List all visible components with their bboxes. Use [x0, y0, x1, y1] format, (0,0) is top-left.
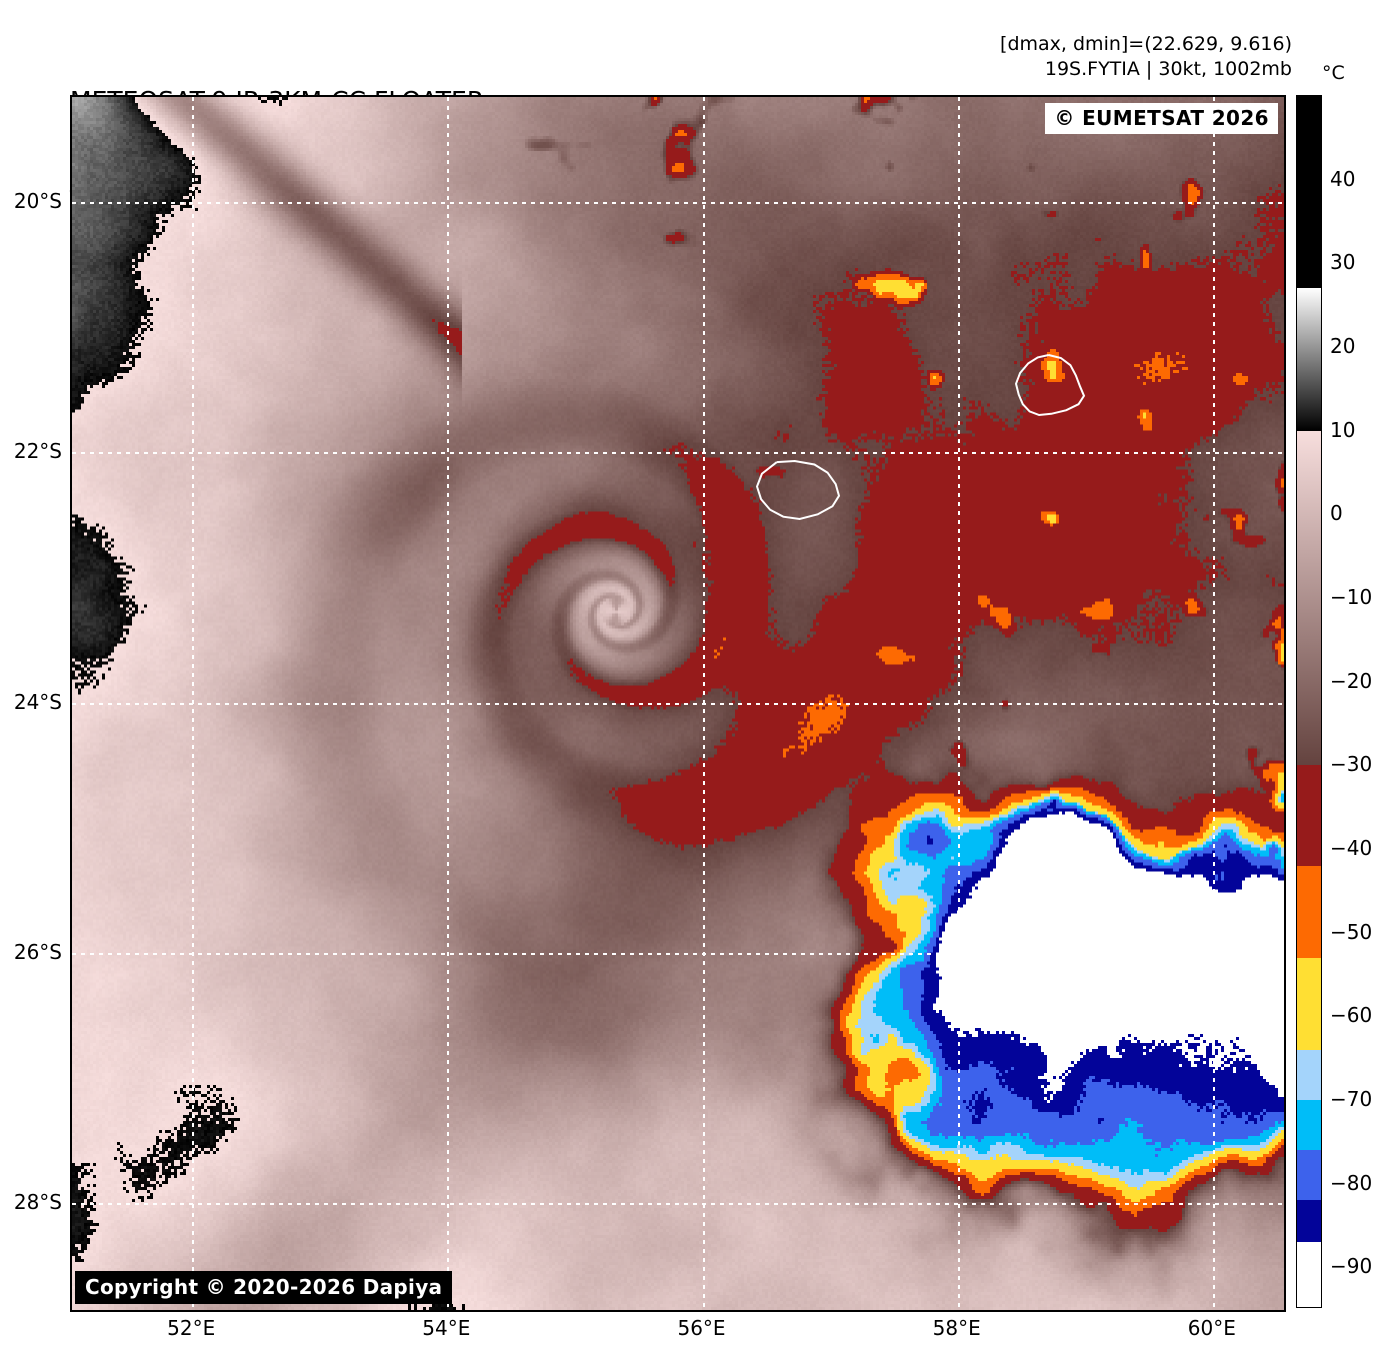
colorbar-segment-yellow	[1297, 957, 1321, 1050]
colorbar-tick-label: −50	[1330, 919, 1373, 944]
plot-inner	[72, 97, 1284, 1310]
header-metadata: [dmax, dmin]=(22.629, 9.616) 19S.FYTIA |…	[832, 32, 1292, 82]
colorbar-tick-label: −60	[1330, 1003, 1373, 1028]
colorbar-tick-label: −70	[1330, 1086, 1373, 1111]
colorbar-segment-black-saturated	[1297, 96, 1321, 289]
longitude-tick-label: 56°E	[677, 1316, 726, 1340]
colorbar-tick-label: −40	[1330, 835, 1373, 860]
colorbar-segment-brown-pink-ramp	[1297, 430, 1321, 766]
dmax-dmin-text: [dmax, dmin]=(22.629, 9.616)	[1000, 33, 1292, 55]
colorbar-segment-light-blue	[1297, 1049, 1321, 1100]
colorbar-tick-label: 0	[1330, 501, 1343, 526]
latitude-tick-label: 24°S	[13, 689, 62, 714]
colorbar-unit-label: °C	[1322, 62, 1345, 84]
latitude-tick-label: 22°S	[13, 439, 62, 464]
colorbar-segment-navy	[1297, 1200, 1321, 1243]
temperature-colorbar[interactable]	[1296, 95, 1322, 1308]
infrared-satellite-raster	[72, 97, 1284, 1310]
colorbar-tick-label: −30	[1330, 752, 1373, 777]
colorbar-segment-grayscale-ramp	[1297, 288, 1321, 431]
colorbar-segment-dark-red	[1297, 765, 1321, 866]
colorbar-segment-white-coldest	[1297, 1242, 1321, 1307]
dapiya-copyright-badge: Copyright © 2020-2026 Dapiya	[75, 1271, 453, 1304]
eumetsat-copyright-badge: © EUMETSAT 2026	[1045, 103, 1278, 134]
longitude-tick-label: 54°E	[422, 1316, 471, 1340]
colorbar-tick-label: 10	[1330, 417, 1356, 442]
longitude-tick-label: 58°E	[932, 1316, 981, 1340]
storm-info-text: 19S.FYTIA | 30kt, 1002mb	[1044, 58, 1292, 80]
colorbar-segment-cyan	[1297, 1099, 1321, 1151]
latitude-tick-label: 26°S	[13, 939, 62, 964]
colorbar-tick-label: 20	[1330, 333, 1356, 358]
colorbar-segment-blue	[1297, 1150, 1321, 1201]
colorbar-tick-label: 40	[1330, 166, 1356, 191]
colorbar-tick-label: −20	[1330, 668, 1373, 693]
latitude-tick-label: 28°S	[13, 1189, 62, 1214]
colorbar-tick-label: −90	[1330, 1254, 1373, 1279]
longitude-tick-label: 60°E	[1187, 1316, 1236, 1340]
latitude-tick-label: 20°S	[13, 189, 62, 214]
colorbar-tick-label: −80	[1330, 1170, 1373, 1195]
colorbar-segment-orange	[1297, 865, 1321, 958]
satellite-image-plot[interactable]: © EUMETSAT 2026 Copyright © 2020-2026 Da…	[70, 95, 1286, 1312]
longitude-tick-label: 52°E	[167, 1316, 216, 1340]
colorbar-tick-label: −10	[1330, 584, 1373, 609]
colorbar-tick-label: 30	[1330, 250, 1356, 275]
